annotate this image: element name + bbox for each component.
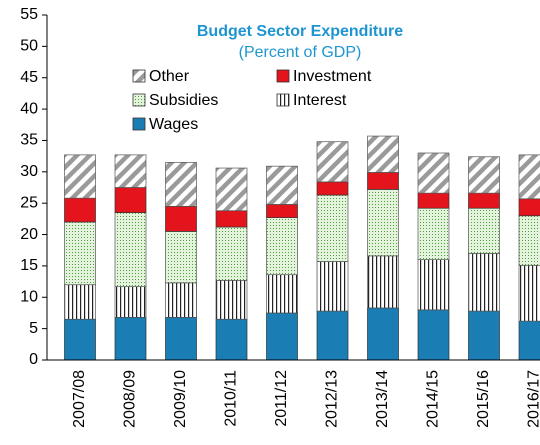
- bar-segment: [64, 318, 96, 361]
- bar-segment: [165, 205, 197, 232]
- legend-label: Other: [149, 68, 190, 85]
- bar-segment: [518, 154, 540, 200]
- y-tick-label: 20: [20, 226, 38, 243]
- x-tick-label: 2008/09: [122, 370, 139, 428]
- bar-segment: [64, 154, 96, 199]
- bar-segment: [64, 197, 96, 223]
- y-tick-label: 0: [29, 351, 38, 368]
- bar-segment: [518, 264, 540, 322]
- x-tick-label: 2009/10: [172, 370, 189, 428]
- y-tick-label: 10: [20, 288, 38, 305]
- bar-segment: [165, 316, 197, 361]
- x-tick-label: 2014/15: [425, 370, 442, 428]
- bar-segment: [316, 141, 349, 183]
- bar-segment: [316, 261, 349, 312]
- bar-segment: [215, 318, 248, 361]
- legend-label: Interest: [293, 92, 347, 109]
- bar-segment: [114, 187, 147, 213]
- legend-label: Investment: [293, 68, 372, 85]
- bar-segment: [367, 255, 399, 309]
- bar-segment: [114, 316, 147, 361]
- bar-segment: [266, 165, 298, 205]
- bar-segment: [266, 312, 298, 361]
- bar-segment: [468, 156, 500, 194]
- bar-segment: [215, 279, 248, 320]
- y-tick-label: 40: [20, 100, 38, 117]
- legend-label: Subsidies: [149, 92, 218, 109]
- y-tick-label: 30: [20, 163, 38, 180]
- bar-segment: [367, 172, 399, 190]
- legend-swatch: [132, 69, 146, 83]
- bar-segment: [417, 207, 450, 260]
- x-tick-label: 2007/08: [71, 370, 88, 428]
- bar-segment: [165, 162, 197, 207]
- bar-segment: [417, 192, 450, 209]
- legend-swatch: [276, 69, 290, 83]
- bar-segment: [417, 152, 450, 194]
- chart-subtitle: (Percent of GDP): [239, 44, 362, 61]
- bar-segment: [114, 212, 147, 287]
- bar-segment: [215, 167, 248, 212]
- legend-label: Wages: [149, 116, 198, 133]
- legend-swatch: [276, 93, 290, 107]
- legend-swatch: [132, 117, 146, 131]
- bar-segment: [316, 310, 349, 361]
- y-tick-label: 25: [20, 194, 38, 211]
- x-tick-label: 2012/13: [324, 370, 341, 428]
- x-tick-label: 2010/11: [223, 370, 240, 427]
- bar-segment: [367, 135, 399, 173]
- x-tick-label: 2016/17: [526, 370, 540, 428]
- y-tick-label: 15: [20, 257, 38, 274]
- bar-segment: [468, 207, 500, 254]
- y-tick-label: 45: [20, 69, 38, 86]
- bar-segment: [468, 310, 500, 361]
- bar-segment: [266, 217, 298, 276]
- bar-segment: [417, 309, 450, 361]
- y-tick-label: 35: [20, 132, 38, 149]
- bar-segment: [266, 204, 298, 218]
- bar-segment: [114, 286, 147, 318]
- bar-segment: [468, 253, 500, 312]
- bar-segment: [367, 189, 399, 257]
- y-tick-label: 55: [20, 6, 38, 23]
- x-tick-label: 2015/16: [475, 370, 492, 428]
- bar-segment: [64, 284, 96, 320]
- bar-segment: [367, 307, 399, 361]
- y-tick-label: 50: [20, 38, 38, 55]
- bar-segment: [518, 320, 540, 361]
- bar-segment: [316, 194, 349, 262]
- bar-segment: [215, 226, 248, 281]
- bar-segment: [165, 282, 197, 318]
- y-tick-label: 5: [29, 320, 38, 337]
- bar-segment: [215, 210, 248, 228]
- bar-segment: [316, 181, 349, 196]
- bar-segment: [165, 231, 197, 284]
- bar-segment: [518, 198, 540, 217]
- x-tick-label: 2013/14: [374, 370, 391, 428]
- legend-swatch: [132, 93, 146, 107]
- bar-segment: [64, 221, 96, 286]
- chart-title: Budget Sector Expenditure: [197, 23, 403, 40]
- bar-segment: [468, 192, 500, 209]
- bar-segment: [518, 215, 540, 266]
- bar-segment: [417, 259, 450, 311]
- x-tick-label: 2011/12: [273, 370, 290, 427]
- bar-segment: [114, 154, 147, 188]
- bar-segment: [266, 274, 298, 314]
